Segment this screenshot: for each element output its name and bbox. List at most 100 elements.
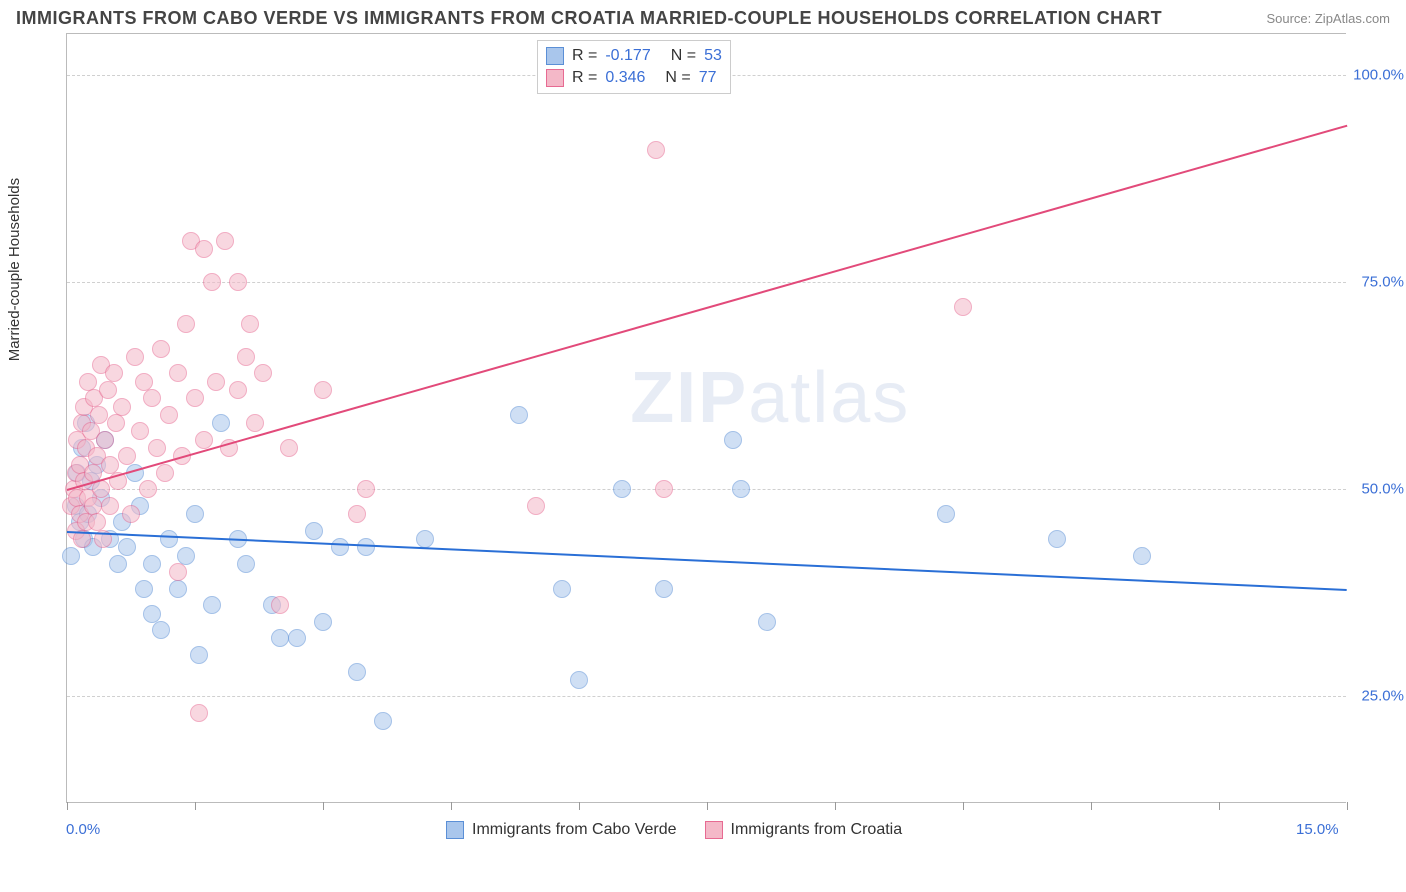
data-point xyxy=(527,497,545,515)
data-point xyxy=(758,613,776,631)
legend-label: Immigrants from Cabo Verde xyxy=(472,821,677,839)
data-point xyxy=(937,505,955,523)
data-point xyxy=(135,373,153,391)
data-point xyxy=(118,538,136,556)
data-point xyxy=(109,555,127,573)
x-min-label: 0.0% xyxy=(66,821,100,838)
data-point xyxy=(1133,547,1151,565)
data-point xyxy=(101,497,119,515)
bottom-legend: Immigrants from Cabo Verde Immigrants fro… xyxy=(446,821,902,839)
data-point xyxy=(216,232,234,250)
legend-label: Immigrants from Croatia xyxy=(731,821,903,839)
x-tick xyxy=(835,802,836,810)
stat-n-value: 77 xyxy=(699,69,717,87)
data-point xyxy=(647,141,665,159)
data-point xyxy=(553,580,571,598)
data-point xyxy=(314,613,332,631)
legend-swatch xyxy=(446,821,464,839)
data-point xyxy=(126,348,144,366)
trend-line xyxy=(67,125,1348,491)
data-point xyxy=(357,480,375,498)
x-tick xyxy=(707,802,708,810)
data-point xyxy=(246,414,264,432)
data-point xyxy=(169,364,187,382)
data-point xyxy=(241,315,259,333)
data-point xyxy=(160,530,178,548)
data-point xyxy=(229,381,247,399)
data-point xyxy=(348,505,366,523)
legend-swatch xyxy=(705,821,723,839)
data-point xyxy=(148,439,166,457)
data-point xyxy=(1048,530,1066,548)
data-point xyxy=(280,439,298,457)
legend-swatch xyxy=(546,47,564,65)
stat-row: R = -0.177N = 53 xyxy=(546,45,722,67)
watermark: ZIPatlas xyxy=(630,357,910,439)
stat-r-label: R = xyxy=(572,69,597,87)
x-tick xyxy=(451,802,452,810)
data-point xyxy=(118,447,136,465)
data-point xyxy=(113,398,131,416)
x-tick xyxy=(1347,802,1348,810)
data-point xyxy=(190,704,208,722)
data-point xyxy=(160,406,178,424)
data-point xyxy=(348,663,366,681)
data-point xyxy=(237,555,255,573)
stat-legend: R = -0.177N = 53R = 0.346N = 77 xyxy=(537,40,731,94)
x-tick xyxy=(67,802,68,810)
data-point xyxy=(510,406,528,424)
x-tick xyxy=(323,802,324,810)
data-point xyxy=(62,547,80,565)
legend-item: Immigrants from Croatia xyxy=(705,821,903,839)
data-point xyxy=(374,712,392,730)
data-point xyxy=(99,381,117,399)
data-point xyxy=(195,431,213,449)
data-point xyxy=(88,513,106,531)
x-tick xyxy=(963,802,964,810)
data-point xyxy=(190,646,208,664)
data-point xyxy=(655,480,673,498)
x-max-label: 15.0% xyxy=(1296,821,1339,838)
gridline xyxy=(67,696,1346,697)
chart-area: Married-couple Households 25.0%50.0%75.0… xyxy=(16,33,1390,873)
data-point xyxy=(96,431,114,449)
data-point xyxy=(186,389,204,407)
data-point xyxy=(203,273,221,291)
data-point xyxy=(613,480,631,498)
data-point xyxy=(288,629,306,647)
data-point xyxy=(195,240,213,258)
data-point xyxy=(131,422,149,440)
x-tick xyxy=(579,802,580,810)
stat-r-value: 0.346 xyxy=(605,69,645,87)
gridline xyxy=(67,489,1346,490)
data-point xyxy=(305,522,323,540)
stat-n-label: N = xyxy=(665,69,690,87)
data-point xyxy=(139,480,157,498)
chart-title: IMMIGRANTS FROM CABO VERDE VS IMMIGRANTS… xyxy=(16,8,1162,29)
data-point xyxy=(416,530,434,548)
y-tick-label: 50.0% xyxy=(1361,481,1404,498)
data-point xyxy=(331,538,349,556)
y-tick-label: 75.0% xyxy=(1361,274,1404,291)
data-point xyxy=(237,348,255,366)
data-point xyxy=(84,497,102,515)
data-point xyxy=(143,605,161,623)
source-label: Source: ZipAtlas.com xyxy=(1266,11,1390,26)
data-point xyxy=(152,621,170,639)
data-point xyxy=(212,414,230,432)
x-tick xyxy=(1091,802,1092,810)
data-point xyxy=(156,464,174,482)
data-point xyxy=(203,596,221,614)
data-point xyxy=(732,480,750,498)
data-point xyxy=(271,629,289,647)
legend-item: Immigrants from Cabo Verde xyxy=(446,821,677,839)
data-point xyxy=(177,315,195,333)
stat-n-value: 53 xyxy=(704,47,722,65)
data-point xyxy=(79,373,97,391)
plot-region: 25.0%50.0%75.0%100.0%ZIPatlasR = -0.177N… xyxy=(66,33,1346,803)
data-point xyxy=(271,596,289,614)
stat-r-label: R = xyxy=(572,47,597,65)
y-tick-label: 25.0% xyxy=(1361,688,1404,705)
legend-swatch xyxy=(546,69,564,87)
gridline xyxy=(67,282,1346,283)
